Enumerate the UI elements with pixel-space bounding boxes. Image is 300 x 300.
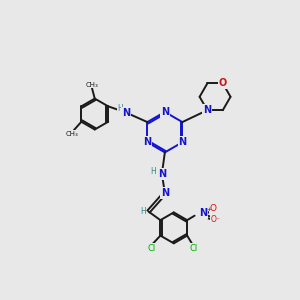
Text: CH₃: CH₃ <box>85 82 98 88</box>
Text: N: N <box>161 188 169 198</box>
Text: Cl: Cl <box>147 244 156 253</box>
Text: CH₃: CH₃ <box>66 131 79 137</box>
Text: N: N <box>178 137 186 147</box>
Text: N: N <box>158 169 166 179</box>
Text: N: N <box>143 137 152 147</box>
Text: N: N <box>122 108 130 118</box>
Text: N: N <box>161 107 169 117</box>
Text: +: + <box>206 207 211 212</box>
Text: O: O <box>210 204 217 213</box>
Text: N: N <box>200 208 208 218</box>
Text: N: N <box>203 105 211 115</box>
Text: H: H <box>118 103 124 112</box>
Text: O⁻: O⁻ <box>211 215 220 224</box>
Text: O: O <box>219 78 227 88</box>
Text: H: H <box>140 207 146 216</box>
Text: Cl: Cl <box>190 244 198 253</box>
Text: H: H <box>151 167 156 176</box>
